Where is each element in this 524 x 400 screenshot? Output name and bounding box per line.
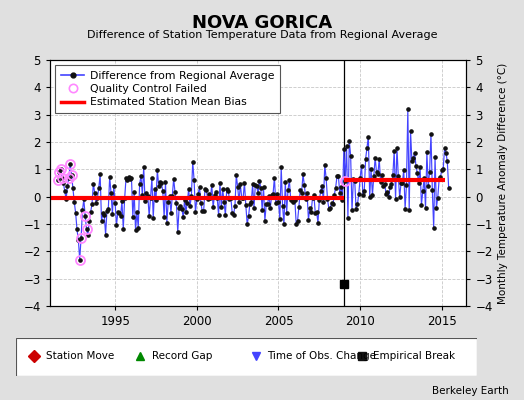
Text: Time of Obs. Change: Time of Obs. Change [267,351,376,361]
Y-axis label: Monthly Temperature Anomaly Difference (°C): Monthly Temperature Anomaly Difference (… [498,62,508,304]
Text: NOVA GORICA: NOVA GORICA [192,14,332,32]
Text: Empirical Break: Empirical Break [373,351,455,361]
FancyBboxPatch shape [16,338,477,376]
Text: Station Move: Station Move [46,351,114,361]
Text: Record Gap: Record Gap [152,351,212,361]
Text: Difference of Station Temperature Data from Regional Average: Difference of Station Temperature Data f… [87,30,437,40]
Text: Berkeley Earth: Berkeley Earth [432,386,508,396]
Legend: Difference from Regional Average, Quality Control Failed, Estimated Station Mean: Difference from Regional Average, Qualit… [55,66,280,113]
